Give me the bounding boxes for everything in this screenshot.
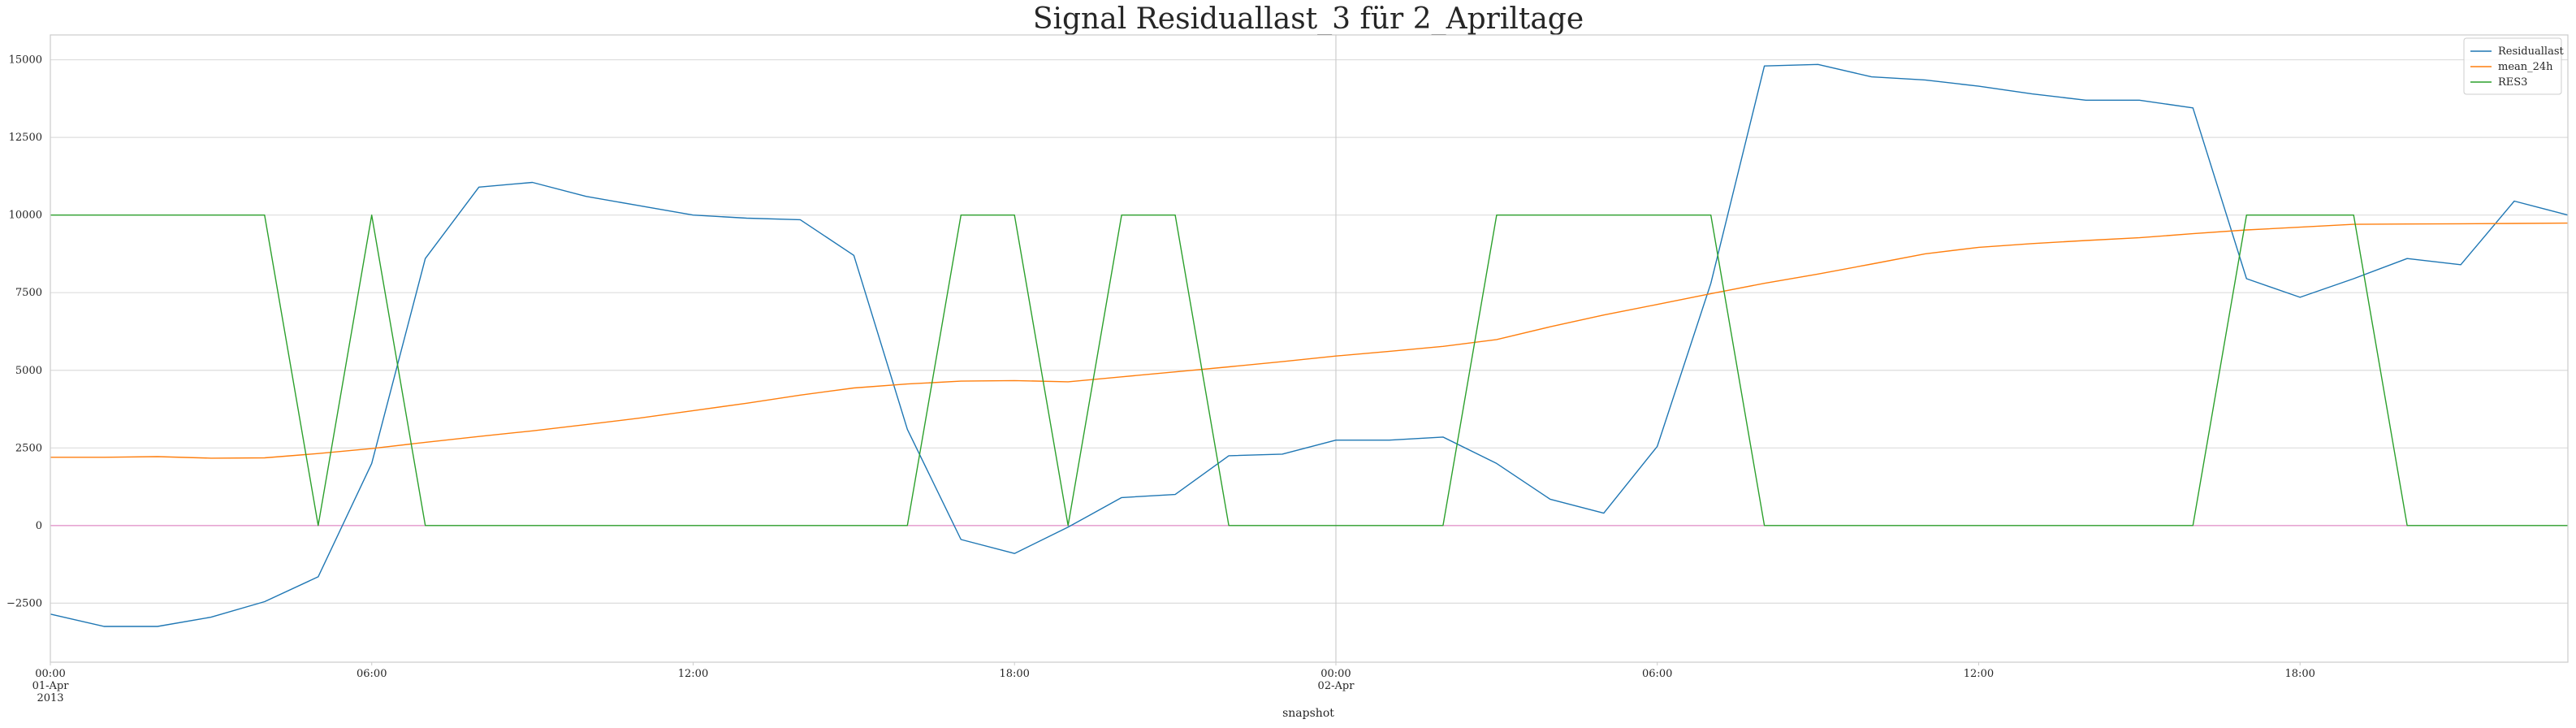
x-tick-label-line: 18:00 — [2284, 668, 2315, 680]
y-tick-label: 7500 — [15, 287, 42, 299]
plot-frame — [50, 34, 2569, 663]
x-tick-label-line: 06:00 — [1642, 668, 1672, 680]
x-tick-label-line: 00:00 — [35, 668, 65, 680]
series-layer — [50, 63, 2569, 627]
x-tick-label: 00:00 01-Apr 2013 — [32, 668, 70, 704]
x-tick-label: 06:00 — [357, 668, 387, 680]
x-tick-label: 18:00 — [999, 668, 1029, 680]
y-tick-label: 15000 — [9, 54, 42, 67]
x-tick-label-line: 2013 — [37, 692, 63, 704]
chart-title: Signal Residuallast_3 für 2_Apriltage — [1033, 2, 1584, 36]
x-tick-label: 00:00 02-Apr — [1318, 668, 1355, 692]
x-tick-label: 12:00 — [678, 668, 708, 680]
x-tick-label: 18:00 — [2284, 668, 2315, 680]
y-tick-label: 5000 — [15, 365, 42, 377]
y-tick-label: 12500 — [9, 132, 42, 144]
x-tick-label-line: 18:00 — [999, 668, 1029, 680]
grid-layer — [50, 35, 2568, 662]
x-tick-label-line: 00:00 — [1320, 668, 1351, 680]
legend-entry: mean_24h — [2498, 61, 2553, 73]
series-line-residuallast — [50, 63, 2569, 627]
x-tick-label-line: 06:00 — [357, 668, 387, 680]
legend-box — [2463, 37, 2562, 95]
x-axis-label: snapshot — [1282, 707, 1334, 720]
x-tick-label: 06:00 — [1642, 668, 1672, 680]
x-tick-label-line: 12:00 — [1964, 668, 1994, 680]
legend: Residuallast mean_24h RES3 — [2463, 37, 2564, 95]
legend-entry: Residuallast — [2498, 46, 2564, 58]
legend-entry: RES3 — [2498, 76, 2527, 89]
x-tick-label-line: 02-Apr — [1318, 680, 1355, 692]
y-tick-label: 0 — [36, 520, 42, 532]
y-tick-label: 2500 — [15, 442, 42, 454]
y-tick-label: −2500 — [6, 597, 42, 609]
y-tick-label: 10000 — [9, 210, 42, 222]
series-line-mean-24h — [50, 222, 2569, 459]
x-tick-label-line: 01-Apr — [32, 680, 70, 692]
x-tick-label-line: 12:00 — [678, 668, 708, 680]
x-tick-label: 12:00 — [1964, 668, 1994, 680]
series-line-res3 — [50, 214, 2568, 526]
